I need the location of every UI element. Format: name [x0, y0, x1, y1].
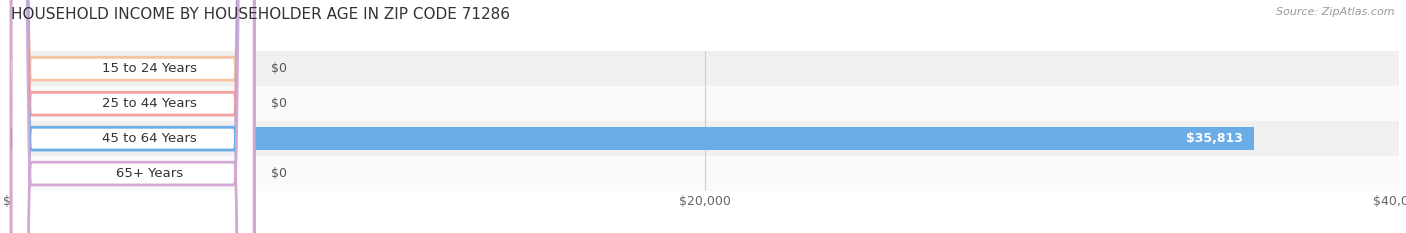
FancyBboxPatch shape — [11, 0, 254, 233]
FancyBboxPatch shape — [11, 0, 254, 233]
Text: 45 to 64 Years: 45 to 64 Years — [103, 132, 197, 145]
Bar — [11, 86, 1399, 121]
Text: 15 to 24 Years: 15 to 24 Years — [103, 62, 197, 75]
Text: Source: ZipAtlas.com: Source: ZipAtlas.com — [1277, 7, 1395, 17]
Bar — [11, 156, 1399, 191]
Bar — [11, 121, 1399, 156]
FancyBboxPatch shape — [11, 0, 254, 233]
Text: 65+ Years: 65+ Years — [117, 167, 183, 180]
Text: $0: $0 — [271, 167, 287, 180]
Text: $0: $0 — [271, 62, 287, 75]
Bar — [11, 127, 1254, 150]
Text: $35,813: $35,813 — [1185, 132, 1243, 145]
Text: HOUSEHOLD INCOME BY HOUSEHOLDER AGE IN ZIP CODE 71286: HOUSEHOLD INCOME BY HOUSEHOLDER AGE IN Z… — [11, 7, 510, 22]
Text: $0: $0 — [271, 97, 287, 110]
Bar — [11, 51, 1399, 86]
FancyBboxPatch shape — [11, 0, 254, 233]
Text: 25 to 44 Years: 25 to 44 Years — [103, 97, 197, 110]
